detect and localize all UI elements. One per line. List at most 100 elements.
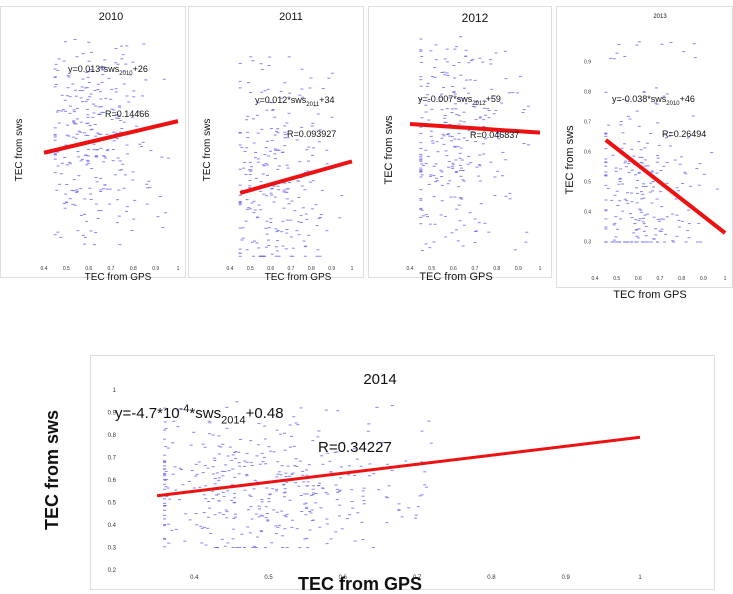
scatter-point bbox=[285, 513, 289, 515]
scatter-point bbox=[436, 180, 440, 182]
scatter-point bbox=[450, 136, 454, 138]
scatter-point bbox=[270, 194, 274, 196]
scatter-point bbox=[103, 156, 107, 158]
scatter-point bbox=[464, 79, 468, 81]
scatter-point bbox=[419, 170, 423, 172]
scatter-point bbox=[257, 247, 261, 249]
scatter-point bbox=[234, 458, 238, 460]
scatter-point bbox=[213, 547, 217, 548]
scatter-point bbox=[640, 241, 644, 243]
scatter-point bbox=[624, 160, 628, 162]
scatter-point bbox=[250, 241, 254, 243]
scatter-point bbox=[77, 175, 81, 177]
scatter-point bbox=[249, 56, 253, 58]
scatter-point bbox=[489, 161, 493, 163]
scatter-point bbox=[253, 209, 257, 211]
scatter-point bbox=[456, 98, 460, 100]
scatter-point bbox=[643, 159, 647, 161]
scatter-point bbox=[675, 214, 679, 216]
scatter-point bbox=[252, 200, 256, 202]
scatter-point bbox=[316, 249, 320, 251]
scatter-point bbox=[458, 170, 462, 172]
scatter-point bbox=[350, 501, 354, 503]
scatter-point bbox=[335, 451, 339, 453]
scatter-point bbox=[131, 179, 135, 181]
scatter-point bbox=[275, 476, 279, 478]
scatter-point bbox=[167, 542, 171, 544]
scatter-point bbox=[282, 492, 286, 494]
scatter-point bbox=[623, 198, 627, 200]
scatter-point bbox=[211, 498, 215, 500]
scatter-point bbox=[277, 189, 281, 191]
scatter-point bbox=[218, 512, 222, 514]
scatter-point bbox=[56, 165, 60, 167]
scatter-point bbox=[650, 170, 654, 172]
scatter-point bbox=[638, 208, 642, 210]
scatter-point bbox=[260, 501, 264, 503]
scatter-point bbox=[428, 223, 432, 225]
scatter-point bbox=[419, 199, 423, 201]
scatter-point bbox=[119, 131, 123, 133]
scatter-point bbox=[427, 101, 431, 103]
scatter-point bbox=[163, 461, 167, 463]
scatter-point bbox=[238, 227, 242, 229]
scatter-point bbox=[164, 486, 168, 488]
scatter-point bbox=[658, 191, 662, 193]
scatter-point bbox=[273, 196, 277, 198]
x-tick-label: 0.6 bbox=[85, 266, 92, 272]
scatter-point bbox=[163, 525, 167, 527]
scatter-point bbox=[89, 198, 93, 200]
scatter-point bbox=[260, 452, 264, 454]
scatter-point bbox=[97, 210, 101, 212]
scatter-point bbox=[419, 155, 423, 157]
scatter-point bbox=[639, 211, 643, 213]
scatter-point bbox=[54, 63, 58, 65]
scatter-point bbox=[451, 162, 455, 164]
scatter-point bbox=[77, 130, 81, 132]
scatter-point bbox=[636, 179, 640, 181]
scatter-point bbox=[203, 446, 207, 448]
scatter-point bbox=[95, 156, 99, 158]
scatter-point bbox=[495, 170, 499, 172]
scatter-point bbox=[211, 434, 215, 436]
scatter-point bbox=[222, 514, 226, 516]
scatter-point bbox=[102, 66, 106, 68]
scatter-point bbox=[450, 232, 454, 234]
scatter-point bbox=[496, 132, 500, 134]
scatter-point bbox=[64, 193, 68, 195]
scatter-point bbox=[85, 108, 89, 110]
scatter-point bbox=[105, 188, 109, 190]
scatter-point bbox=[229, 499, 233, 501]
scatter-point bbox=[192, 431, 196, 433]
scatter-point bbox=[686, 137, 690, 139]
scatter-point bbox=[283, 133, 287, 135]
scatter-point bbox=[286, 188, 290, 190]
scatter-point bbox=[312, 147, 316, 149]
scatter-point bbox=[257, 102, 261, 104]
scatter-point bbox=[274, 533, 278, 535]
scatter-point bbox=[621, 132, 625, 134]
scatter-point bbox=[86, 76, 90, 78]
scatter-point bbox=[438, 96, 442, 98]
scatter-point bbox=[433, 67, 437, 69]
scatter-point bbox=[479, 116, 483, 118]
scatter-point bbox=[448, 97, 452, 99]
scatter-point bbox=[118, 244, 122, 246]
x-tick-label: 0.9 bbox=[700, 276, 707, 282]
scatter-point bbox=[457, 132, 461, 134]
scatter-point bbox=[454, 229, 458, 231]
scatter-point bbox=[215, 472, 219, 474]
scatter-point bbox=[390, 470, 394, 472]
scatter-point bbox=[620, 183, 624, 185]
scatter-point bbox=[419, 142, 423, 144]
scatter-point bbox=[242, 167, 246, 169]
y-tick-label: 0.5 bbox=[584, 180, 591, 186]
scatter-point bbox=[163, 475, 167, 477]
scatter-point bbox=[261, 164, 265, 166]
scatter-point bbox=[238, 62, 242, 64]
scatter-point bbox=[282, 207, 286, 209]
scatter-point bbox=[99, 133, 103, 135]
scatter-point bbox=[677, 190, 681, 192]
scatter-point bbox=[256, 161, 260, 163]
scatter-point bbox=[53, 68, 57, 70]
